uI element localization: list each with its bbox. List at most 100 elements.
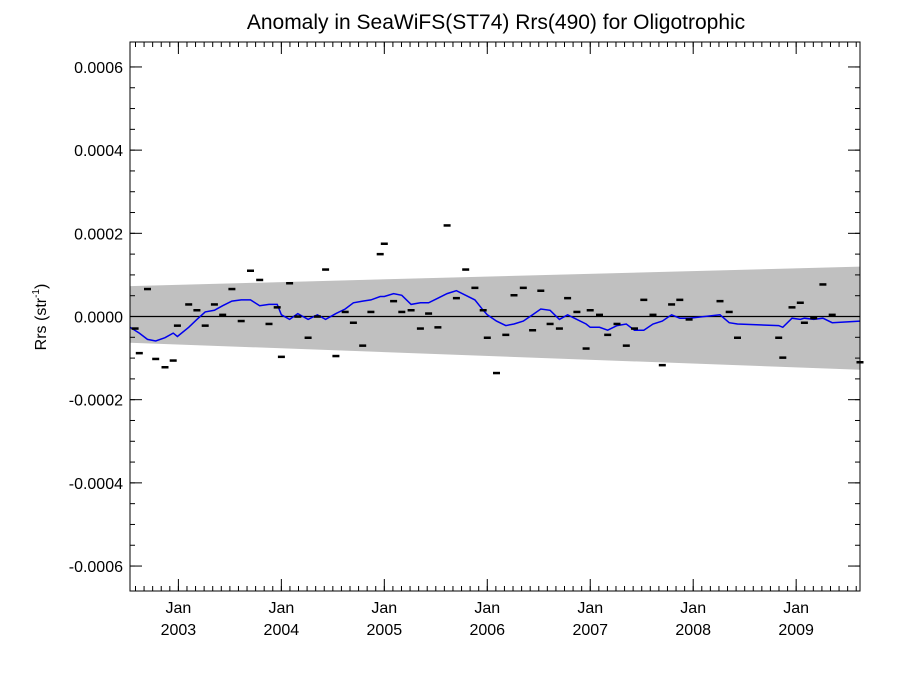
x-tick-month: Jan [268, 600, 294, 617]
data-point [237, 319, 245, 323]
x-tick-year: 2008 [675, 622, 711, 639]
data-point [796, 301, 804, 304]
data-point [131, 327, 139, 330]
data-point [228, 287, 236, 291]
data-point [779, 356, 787, 359]
data-point [443, 224, 451, 227]
data-point [586, 309, 594, 312]
chart-title: Anomaly in SeaWiFS(ST74) Rrs(490) for Ol… [247, 11, 745, 34]
data-point [380, 242, 388, 245]
data-point [649, 313, 657, 317]
data-point [219, 313, 227, 317]
data-point [734, 336, 741, 339]
data-point [210, 303, 218, 306]
x-tick-month: Jan [577, 600, 603, 617]
data-point [788, 306, 796, 309]
data-point [640, 298, 648, 302]
uncertainty-band [130, 266, 860, 370]
y-tick-label: -0.0006 [69, 559, 123, 576]
data-point [725, 310, 733, 314]
data-point [775, 336, 783, 339]
y-tick-label: -0.0002 [69, 393, 123, 410]
y-tick-label: 0.0004 [74, 143, 123, 160]
data-point [452, 296, 460, 300]
x-tick-year: 2007 [572, 622, 608, 639]
data-point [716, 299, 724, 303]
x-tick-month: Jan [783, 600, 809, 617]
x-tick-year: 2005 [367, 622, 403, 639]
data-point [161, 366, 169, 369]
y-tick-label: 0.0006 [74, 60, 123, 77]
band-layer [130, 266, 860, 370]
data-point [193, 309, 201, 312]
data-point [582, 347, 590, 350]
data-point [304, 336, 312, 339]
x-tick-month: Jan [680, 600, 706, 617]
data-point [546, 322, 554, 326]
y-axis-label-sup: -1 [31, 289, 42, 298]
data-point [390, 299, 398, 303]
data-point [519, 286, 527, 290]
data-point [479, 309, 487, 312]
x-tick-year: 2009 [778, 622, 814, 639]
data-point [332, 354, 340, 358]
data-point [819, 283, 827, 286]
data-point [493, 371, 500, 375]
y-axis-label-main: Rrs (str [33, 297, 50, 350]
data-point [462, 268, 470, 271]
data-point [613, 322, 621, 326]
data-point [471, 286, 479, 290]
data-point [800, 321, 808, 324]
data-point [185, 303, 193, 306]
y-tick-label: 0.0000 [74, 310, 123, 327]
data-point [273, 306, 281, 309]
x-tick-year: 2004 [264, 622, 300, 639]
data-point [169, 359, 177, 362]
x-tick-year: 2003 [161, 622, 197, 639]
x-tick-month: Jan [165, 600, 191, 617]
data-point [256, 278, 264, 282]
x-ticks-layer: Jan 2003 Jan 2004 Jan 2005 Jan 2006 Jan 2007 Jan 20… [161, 42, 814, 639]
data-point [247, 269, 254, 272]
data-point [294, 315, 302, 318]
data-point [407, 309, 415, 312]
data-point [367, 310, 375, 314]
data-point [201, 324, 209, 327]
data-point [685, 318, 693, 321]
data-point [564, 296, 572, 300]
data-point [483, 336, 491, 339]
data-point [359, 344, 367, 347]
x-tick-month: Jan [371, 600, 397, 617]
data-point [668, 303, 676, 306]
data-point [152, 357, 160, 361]
data-point [265, 322, 273, 326]
points-layer [131, 224, 864, 375]
data-point [376, 252, 384, 256]
y-tick-label: 0.0002 [74, 226, 123, 243]
data-point [416, 327, 424, 330]
data-point [555, 327, 563, 330]
y-axis-label: Rrs (str-1) [31, 284, 50, 351]
data-point [828, 313, 836, 317]
data-point [349, 321, 357, 324]
data-point [658, 363, 666, 367]
data-point [573, 310, 581, 314]
data-point [596, 313, 603, 317]
x-tick-month: Jan [474, 600, 500, 617]
data-point [622, 344, 630, 347]
data-point [277, 355, 285, 359]
data-point [810, 316, 818, 320]
data-point [604, 333, 612, 337]
x-tick-year: 2006 [469, 622, 505, 639]
data-point [173, 324, 181, 327]
data-point [434, 326, 442, 329]
data-point [313, 315, 321, 318]
y-ticks-layer: -0.0006 -0.0004 -0.0002 0.0000 0.0002 0.0004 0… [69, 60, 860, 576]
y-axis-label-end: ) [33, 284, 50, 289]
data-point [398, 310, 406, 314]
data-point [502, 333, 510, 337]
data-point [631, 327, 638, 330]
data-point [341, 310, 349, 314]
data-point [510, 294, 518, 297]
